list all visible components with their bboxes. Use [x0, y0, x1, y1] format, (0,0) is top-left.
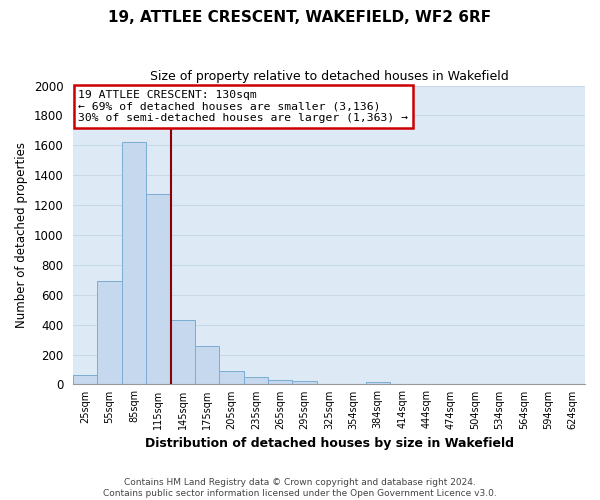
Title: Size of property relative to detached houses in Wakefield: Size of property relative to detached ho… — [149, 70, 508, 83]
Bar — [244, 376, 268, 384]
Bar — [146, 194, 170, 384]
Text: 19, ATTLEE CRESCENT, WAKEFIELD, WF2 6RF: 19, ATTLEE CRESCENT, WAKEFIELD, WF2 6RF — [109, 10, 491, 25]
Bar — [220, 372, 244, 384]
Text: Contains HM Land Registry data © Crown copyright and database right 2024.
Contai: Contains HM Land Registry data © Crown c… — [103, 478, 497, 498]
X-axis label: Distribution of detached houses by size in Wakefield: Distribution of detached houses by size … — [145, 437, 514, 450]
Bar — [122, 142, 146, 384]
Bar — [170, 320, 195, 384]
Bar — [292, 382, 317, 384]
Bar — [97, 280, 122, 384]
Bar — [195, 346, 220, 385]
Bar — [268, 380, 292, 384]
Bar — [365, 382, 390, 384]
Bar — [73, 374, 97, 384]
Y-axis label: Number of detached properties: Number of detached properties — [15, 142, 28, 328]
Text: 19 ATTLEE CRESCENT: 130sqm
← 69% of detached houses are smaller (3,136)
30% of s: 19 ATTLEE CRESCENT: 130sqm ← 69% of deta… — [78, 90, 408, 123]
